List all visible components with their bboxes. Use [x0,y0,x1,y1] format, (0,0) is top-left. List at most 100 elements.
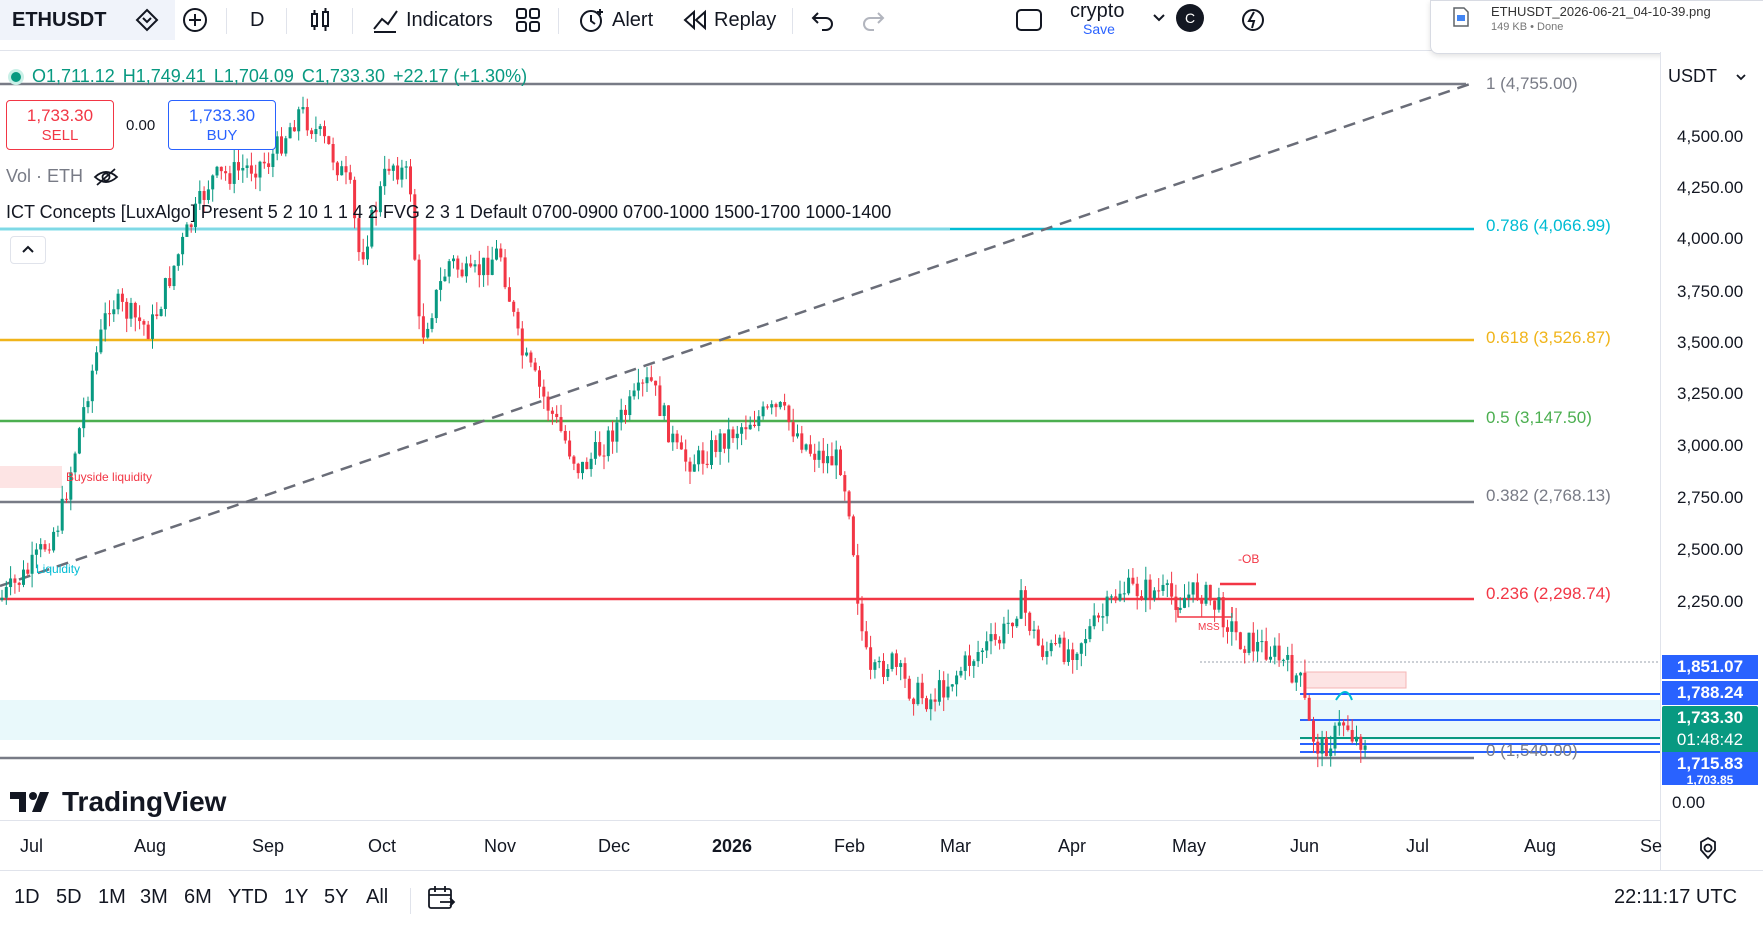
candle-body [933,699,937,702]
candle-body [305,107,309,131]
time-tick: Aug [134,836,167,856]
candle-body [374,209,378,213]
range-3m[interactable]: 3M [140,886,168,908]
candle-body [1286,655,1290,660]
buy-button[interactable]: 1,733.30 BUY [168,100,276,150]
candle-body [1174,596,1178,610]
replay-button[interactable]: Replay [682,0,776,40]
collapse-legend-button[interactable] [10,236,46,264]
utc-clock[interactable]: 22:11:17 UTC [1614,886,1738,908]
time-axis[interactable] [0,820,1660,871]
currency-selector[interactable]: USDT [1668,66,1747,87]
replay-label: Replay [714,8,777,31]
fib-label-0236: 0.236 (2,298.74) [1486,584,1611,603]
price-tick: 4,250.00 [1677,178,1744,197]
candle-body [796,433,799,437]
candle-body [1058,637,1062,644]
range-6m[interactable]: 6M [184,886,212,908]
candle-body [615,422,619,442]
candle-body [1097,615,1100,618]
chart-type-button[interactable] [306,0,334,40]
buyside-liquidity-label: Buyside liquidity [66,470,153,484]
candle-body [877,660,881,663]
save-label[interactable]: Save [1083,21,1115,37]
chart-settings-button[interactable] [1696,836,1720,865]
sell-button[interactable]: 1,733.30 SELL [6,100,114,150]
candle-body [1023,590,1027,613]
layout-menu[interactable]: crypto Save [1066,0,1186,40]
brand-name: TradingView [62,786,227,817]
range-1m[interactable]: 1M [98,886,126,908]
ohlc-high: H1,749.41 [122,66,206,86]
range-1d[interactable]: 1D [14,886,40,908]
price-chart[interactable] [0,52,1660,784]
range-all[interactable]: All [366,886,389,908]
candle-body [155,314,159,317]
candle-body [490,259,494,275]
layouts-button[interactable] [514,0,542,40]
price-label-upper: 1,851.07 [1662,655,1758,679]
candle-body [198,191,202,204]
candle-body [705,463,709,465]
quick-actions-button[interactable] [1240,0,1266,40]
candle-body [323,126,326,137]
candle-body [869,647,873,670]
candle-body [507,287,511,302]
candle-body [503,257,507,288]
compare-symbol-button[interactable] [132,0,162,40]
alert-button[interactable]: Alert [576,0,653,40]
eye-off-icon[interactable] [93,167,119,187]
indicators-button[interactable]: Indicators [370,0,493,40]
candle-body [882,660,885,677]
fib-label-0: 0 (1,540.00) [1486,741,1578,760]
download-info: 149 KB • Done [1491,21,1564,33]
candle-body [206,189,210,200]
go-to-date-button[interactable] [426,884,456,917]
download-popup[interactable]: ETHUSDT_2026-06-21_04-10-39.png 149 KB •… [1430,0,1763,54]
range-5y[interactable]: 5Y [324,886,349,908]
ohlc-open: O1,711.12 [32,66,115,86]
candle-body [808,444,812,454]
price-axis[interactable] [1660,52,1763,932]
candle-body [452,258,455,262]
candle-body [1269,656,1272,660]
candle-body [912,698,916,705]
candle-body [22,569,25,585]
toolbar-divider [226,8,227,34]
candle-body [1135,583,1139,597]
market-status-dot [8,68,24,85]
volume-legend[interactable]: Vol · ETH [6,166,119,187]
candle-body [314,129,318,135]
range-ytd[interactable]: YTD [228,886,268,908]
candle-body [133,302,137,318]
candle-body [249,165,253,174]
undo-button[interactable] [810,0,836,40]
candle-body [1148,579,1152,599]
price-label-1715: 1,715.83 [1662,752,1758,776]
candle-body [1015,618,1019,627]
candle-body [1152,590,1156,599]
square-icon [1016,9,1042,31]
candle-body [1041,645,1045,657]
candle-body [718,433,722,452]
bar-countdown: 01:48:42 [1662,728,1758,752]
candle-body [34,549,38,555]
candle-body [516,311,520,329]
redo-button[interactable] [860,0,886,40]
fullscreen-button[interactable] [1014,0,1044,40]
mss-marker [1177,607,1233,618]
time-tick: 2026 [712,836,753,856]
interval-button[interactable]: D [250,0,264,40]
tradingview-logo[interactable]: TradingView [10,786,226,818]
candle-body [1170,583,1174,597]
candle-body [142,321,146,325]
candle-body [550,410,554,414]
price-tick: 3,000.00 [1677,436,1744,455]
range-5d[interactable]: 5D [56,886,82,908]
avatar[interactable]: C [1176,4,1204,32]
range-1y[interactable]: 1Y [284,886,309,908]
add-symbol-button[interactable] [180,0,210,40]
candle-body [1363,745,1367,750]
candle-body [1084,639,1088,644]
ict-indicator-legend[interactable]: ICT Concepts [LuxAlgo] Present 5 2 10 1 … [6,202,892,222]
